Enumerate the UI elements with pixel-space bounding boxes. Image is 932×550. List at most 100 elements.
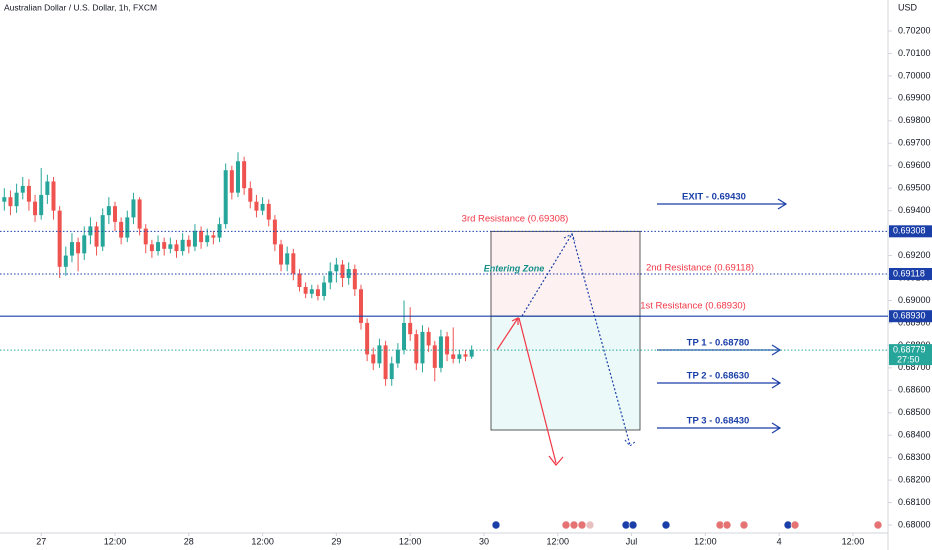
candle-body: [420, 331, 425, 364]
candle-body: [291, 253, 296, 274]
candle-body: [469, 349, 474, 357]
candle-body: [426, 331, 431, 346]
annotation: TP 2 - 0.68630: [687, 371, 750, 382]
candle-body: [20, 185, 25, 193]
y-tick-label: 0.68600: [898, 385, 931, 395]
candle-body: [248, 188, 253, 202]
candle-body: [229, 170, 234, 193]
x-tick-label: 12:00: [104, 536, 127, 546]
price-label-box: [889, 267, 932, 280]
candle-body: [94, 226, 99, 247]
candle-body: [131, 199, 136, 218]
candle-body: [223, 170, 228, 225]
candle-body: [303, 287, 308, 294]
candle-body: [389, 363, 394, 380]
candle-body: [340, 264, 345, 279]
candle-body: [8, 197, 13, 207]
candle-body: [377, 345, 382, 364]
y-tick-label: 0.69000: [898, 295, 931, 305]
candle-body: [315, 289, 320, 296]
candle-body: [322, 282, 327, 296]
annotation: TP 3 - 0.68430: [687, 416, 750, 427]
candle-body: [51, 181, 56, 211]
projection-head: [563, 233, 637, 447]
candle-body: [408, 322, 413, 335]
y-tick-label: 0.68200: [898, 475, 931, 485]
candle-body: [371, 354, 376, 364]
y-tick-label: 0.69400: [898, 205, 931, 215]
x-tick-label: 29: [331, 536, 341, 546]
candle-body: [199, 230, 204, 243]
candle-body: [309, 289, 314, 294]
x-tick-label: 28: [184, 536, 194, 546]
candle-body: [254, 201, 259, 211]
candle-body: [39, 194, 44, 216]
y-tick-label: 0.69800: [898, 115, 931, 125]
candle-body: [69, 242, 74, 256]
annotation: 1st Resistance (0.68930): [640, 301, 746, 312]
candle-body: [352, 269, 357, 290]
price-label: 0.68779: [893, 344, 926, 354]
candle-body: [457, 354, 462, 359]
candle-body: [383, 345, 388, 380]
event-icon: [739, 520, 749, 530]
candle-body: [26, 185, 31, 202]
event-icon: [790, 520, 800, 530]
red-arrow: [496, 317, 519, 351]
tp2-arrow: [657, 377, 782, 389]
candle-body: [168, 244, 173, 249]
y-tick-label: 0.69500: [898, 183, 931, 193]
y-tick-label: 0.68900: [898, 317, 931, 327]
candle-body: [235, 161, 240, 193]
candle-body: [217, 224, 222, 238]
price-label-box: [889, 344, 932, 366]
event-icons: [491, 520, 883, 530]
candle-body: [192, 230, 197, 247]
candle-body: [137, 199, 142, 229]
annotation: TP 1 - 0.68780: [687, 338, 750, 349]
y-tick-label: 0.68100: [898, 497, 931, 507]
candle-body: [297, 273, 302, 288]
candle-body: [14, 192, 19, 207]
zones: [490, 230, 641, 431]
x-tick-label: 30: [479, 536, 489, 546]
candle-body: [106, 206, 111, 216]
event-icon: [569, 520, 579, 530]
candle-body: [63, 255, 68, 267]
x-tick-label: 12:00: [399, 536, 422, 546]
event-icon: [585, 520, 595, 530]
candle-body: [285, 253, 290, 265]
y-tick-label: 0.69600: [898, 160, 931, 170]
x-tick-label: 12:00: [842, 536, 865, 546]
candle-body: [149, 244, 154, 252]
event-icon: [722, 520, 732, 530]
event-icon: [873, 520, 883, 530]
event-icon: [661, 520, 671, 530]
y-tick-label: 0.68400: [898, 430, 931, 440]
y-tick-label: 0.70000: [898, 70, 931, 80]
price-label-box: [889, 225, 932, 238]
candle-body: [57, 210, 62, 267]
x-tick-label: 4: [777, 536, 782, 546]
candle-body: [402, 322, 407, 350]
candle-body: [438, 336, 443, 368]
candle-body: [414, 334, 419, 364]
annotation: Entering Zone: [484, 263, 545, 273]
y-tick-label: 0.68000: [898, 519, 931, 529]
exit-arrow: [657, 198, 788, 210]
price-label: 0.69118: [893, 268, 925, 278]
y-axis-label: USD: [898, 2, 918, 12]
candle-body: [2, 197, 7, 202]
x-tick-label: 12:00: [694, 536, 717, 546]
annotation: EXIT - 0.69430: [682, 192, 746, 203]
red-arrow-head: [548, 455, 564, 466]
candle-body: [279, 244, 284, 265]
y-tick-label: 0.70200: [898, 25, 931, 35]
candle-body: [334, 264, 339, 272]
y-tick-label: 0.68700: [898, 362, 931, 372]
candle-body: [88, 226, 93, 236]
candle-body: [432, 345, 437, 368]
y-tick-label: 0.69700: [898, 138, 931, 148]
